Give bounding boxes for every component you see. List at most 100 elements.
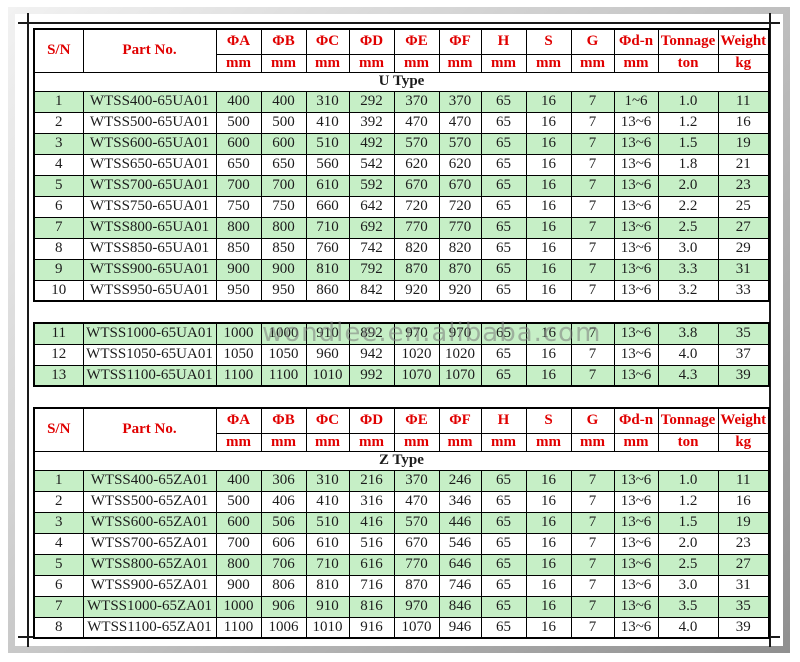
- dim-cell: 65: [480, 553, 527, 576]
- dim-cell: 13~6: [613, 174, 659, 197]
- dim-cell: 620: [393, 153, 440, 176]
- dim-cell: 792: [348, 258, 395, 281]
- part-no-cell: WTSS400-65ZA01: [82, 469, 217, 492]
- dim-cell: 750: [215, 195, 262, 218]
- u-type-table-continued: 11 WTSS1000-65UA01 1000 1000 910 892 970 970 65 1…: [33, 322, 770, 387]
- dim-cell: 65: [480, 258, 527, 281]
- weight-cell: 23: [717, 532, 770, 555]
- part-no-cell: WTSS500-65UA01: [82, 111, 217, 134]
- weight-cell: 23: [717, 174, 770, 197]
- dim-cell: 1000: [215, 595, 262, 618]
- dim-cell: 742: [348, 237, 395, 260]
- dim-cell: 7: [570, 532, 615, 555]
- dim-cell: 7: [570, 574, 615, 597]
- dim-cell: 16: [525, 616, 572, 639]
- table-row: 6 WTSS900-65ZA01 900 806 810 716 870 746 65 16 7 13…: [33, 574, 770, 597]
- sn-cell: 5: [33, 553, 84, 576]
- dim-header: G: [570, 407, 615, 434]
- table-row: 8 WTSS1100-65ZA01 1100 1006 1010 916 1070 946 65…: [33, 616, 770, 639]
- dim-cell: 13~6: [613, 237, 659, 260]
- dim-cell: 746: [438, 574, 482, 597]
- dim-cell: 13~6: [613, 216, 659, 239]
- dim-cell: 346: [438, 490, 482, 513]
- weight-cell: 11: [717, 90, 770, 113]
- dim-cell: 7: [570, 469, 615, 492]
- dim-cell: 16: [525, 532, 572, 555]
- dim-cell: 416: [348, 511, 395, 534]
- unit-cell: mm: [613, 53, 659, 73]
- tonnage-cell: 1.8: [657, 153, 719, 176]
- dim-cell: 392: [348, 111, 395, 134]
- unit-cell: mm: [570, 432, 615, 452]
- table-row: 9 WTSS900-65UA01 900 900 810 792 870 870 65 16 7 13…: [33, 258, 770, 281]
- dim-cell: 16: [525, 595, 572, 618]
- dim-cell: 516: [348, 532, 395, 555]
- corner-tick: [27, 636, 29, 647]
- dim-cell: 706: [260, 553, 307, 576]
- dim-header: H: [480, 28, 527, 55]
- sn-cell: 3: [33, 132, 84, 155]
- type-label-row: U Type: [33, 71, 770, 92]
- dim-cell: 670: [393, 174, 440, 197]
- dim-cell: 13~6: [613, 553, 659, 576]
- dim-cell: 16: [525, 553, 572, 576]
- weight-cell: 33: [717, 279, 770, 302]
- dim-cell: 760: [305, 237, 350, 260]
- dim-cell: 13~6: [613, 195, 659, 218]
- unit-cell: mm: [438, 53, 482, 73]
- unit-cell: mm: [215, 53, 262, 73]
- dim-cell: 900: [215, 574, 262, 597]
- type-label-cell: U Type: [33, 71, 770, 92]
- tonnage-cell: 2.0: [657, 532, 719, 555]
- dim-cell: 620: [438, 153, 482, 176]
- part-no-cell: WTSS650-65UA01: [82, 153, 217, 176]
- dim-cell: 7: [570, 132, 615, 155]
- dim-cell: 246: [438, 469, 482, 492]
- table-row: 4 WTSS700-65ZA01 700 606 610 516 670 546 65 16 7 13…: [33, 532, 770, 555]
- dim-cell: 7: [570, 174, 615, 197]
- dim-header: ΦA: [215, 28, 262, 55]
- tonnage-cell: 1.2: [657, 111, 719, 134]
- unit-cell: mm: [348, 53, 395, 73]
- dim-cell: 1006: [260, 616, 307, 639]
- dim-cell: 806: [260, 574, 307, 597]
- dim-header: G: [570, 28, 615, 55]
- dim-cell: 13~6: [613, 616, 659, 639]
- dim-cell: 400: [260, 90, 307, 113]
- unit-cell: mm: [525, 432, 572, 452]
- unit-cell: mm: [215, 432, 262, 452]
- dim-cell: 750: [260, 195, 307, 218]
- spec-tables-area: S/N Part No. ΦA ΦB ΦC ΦD ΦE ΦF H S G Φd-n Tonnage Wei…: [33, 28, 770, 639]
- dim-cell: 65: [480, 343, 527, 366]
- dim-cell: 946: [438, 616, 482, 639]
- dim-cell: 65: [480, 195, 527, 218]
- dim-cell: 470: [438, 111, 482, 134]
- unit-cell: mm: [348, 432, 395, 452]
- dim-cell: 1020: [393, 343, 440, 366]
- unit-cell: mm: [305, 432, 350, 452]
- dim-cell: 65: [480, 511, 527, 534]
- dim-cell: 500: [215, 490, 262, 513]
- dim-cell: 1020: [438, 343, 482, 366]
- dim-cell: 13~6: [613, 322, 659, 345]
- dim-cell: 916: [348, 616, 395, 639]
- dim-cell: 370: [393, 469, 440, 492]
- sn-cell: 6: [33, 574, 84, 597]
- dim-cell: 370: [438, 90, 482, 113]
- dim-cell: 65: [480, 216, 527, 239]
- dim-header: ΦB: [260, 407, 307, 434]
- sn-cell: 13: [33, 364, 84, 387]
- part-no-cell: WTSS1000-65UA01: [82, 322, 217, 345]
- tonnage-cell: 3.3: [657, 258, 719, 281]
- dim-cell: 1100: [215, 616, 262, 639]
- dim-cell: 610: [305, 532, 350, 555]
- dim-cell: 850: [215, 237, 262, 260]
- weight-cell: 27: [717, 553, 770, 576]
- dim-cell: 1070: [393, 364, 440, 387]
- dim-cell: 16: [525, 174, 572, 197]
- sn-cell: 8: [33, 237, 84, 260]
- dim-cell: 606: [260, 532, 307, 555]
- dim-cell: 7: [570, 216, 615, 239]
- dim-cell: 816: [348, 595, 395, 618]
- dim-cell: 470: [393, 111, 440, 134]
